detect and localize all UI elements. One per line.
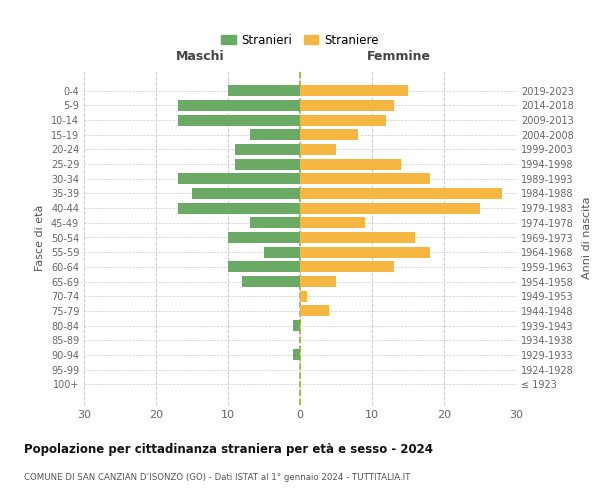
Bar: [300, 144, 336, 155]
Bar: [300, 174, 430, 184]
Bar: [192, 188, 300, 199]
Bar: [300, 232, 415, 243]
Bar: [250, 218, 300, 228]
Bar: [293, 350, 300, 360]
Text: Popolazione per cittadinanza straniera per età e sesso - 2024: Popolazione per cittadinanza straniera p…: [24, 442, 433, 456]
Bar: [300, 246, 430, 258]
Bar: [300, 276, 336, 287]
Bar: [300, 100, 394, 111]
Bar: [242, 276, 300, 287]
Bar: [300, 218, 365, 228]
Bar: [228, 85, 300, 96]
Text: Femmine: Femmine: [367, 50, 431, 64]
Text: COMUNE DI SAN CANZIAN D’ISONZO (GO) - Dati ISTAT al 1° gennaio 2024 - TUTTITALIA: COMUNE DI SAN CANZIAN D’ISONZO (GO) - Da…: [24, 472, 410, 482]
Bar: [228, 262, 300, 272]
Bar: [300, 290, 307, 302]
Bar: [300, 114, 386, 126]
Legend: Stranieri, Straniere: Stranieri, Straniere: [217, 29, 383, 52]
Bar: [300, 188, 502, 199]
Bar: [300, 262, 394, 272]
Bar: [178, 114, 300, 126]
Y-axis label: Anni di nascita: Anni di nascita: [582, 196, 592, 279]
Bar: [264, 246, 300, 258]
Bar: [293, 320, 300, 331]
Bar: [178, 174, 300, 184]
Y-axis label: Fasce di età: Fasce di età: [35, 204, 45, 270]
Bar: [178, 202, 300, 213]
Bar: [300, 202, 480, 213]
Bar: [178, 100, 300, 111]
Bar: [300, 130, 358, 140]
Bar: [300, 306, 329, 316]
Bar: [300, 158, 401, 170]
Bar: [300, 85, 408, 96]
Bar: [250, 130, 300, 140]
Bar: [235, 144, 300, 155]
Bar: [228, 232, 300, 243]
Text: Maschi: Maschi: [176, 50, 225, 64]
Bar: [235, 158, 300, 170]
